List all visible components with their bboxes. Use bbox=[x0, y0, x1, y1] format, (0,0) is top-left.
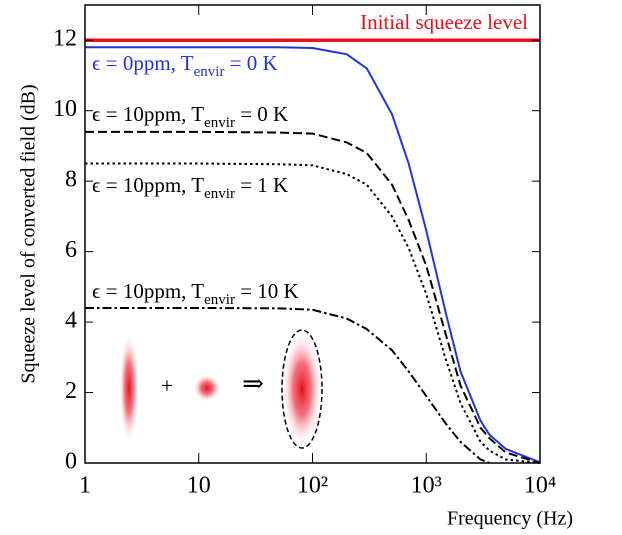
y-tick-label: 12 bbox=[53, 26, 77, 52]
annotation-part: = 10 K bbox=[235, 279, 299, 303]
annotation: Initial squeeze level bbox=[360, 10, 528, 34]
annotation: ϵ = 10ppm, Tenvir = 1 K bbox=[92, 173, 288, 203]
annotation-part: envir bbox=[194, 64, 225, 80]
x-tick-label: 10³ bbox=[411, 473, 442, 499]
annotation: ϵ = 0ppm, Tenvir = 0 K bbox=[92, 51, 278, 81]
annotation-part: envir bbox=[204, 115, 235, 131]
y-tick-label: 2 bbox=[65, 378, 77, 404]
annotation-part: envir bbox=[204, 292, 235, 308]
series-line bbox=[85, 130, 541, 464]
y-axis-label: Squeeze level of converted field (dB) bbox=[18, 84, 40, 383]
converted-state bbox=[282, 330, 322, 448]
state-outline bbox=[281, 329, 323, 449]
annotation-part: ϵ = 10ppm, T bbox=[92, 279, 204, 303]
annotation-part: envir bbox=[204, 186, 235, 202]
x-tick-label: 10⁴ bbox=[524, 473, 556, 499]
arrow-sign: ⇒ bbox=[242, 369, 264, 398]
y-tick-label: 6 bbox=[65, 237, 77, 263]
y-tick-label: 10 bbox=[53, 96, 77, 122]
annotation-part: = 0 K bbox=[224, 51, 277, 75]
annotation-part: ϵ = 10ppm, T bbox=[92, 173, 204, 197]
x-axis-label: Frequency (Hz) bbox=[447, 508, 573, 530]
squeezed-state bbox=[119, 332, 139, 444]
annotation-part: = 0 K bbox=[235, 102, 288, 126]
annotation-part: ϵ = 10ppm, T bbox=[92, 102, 204, 126]
y-tick-label: 8 bbox=[65, 167, 77, 193]
y-tick-label: 4 bbox=[65, 308, 77, 334]
inset-illustration: + ⇒ bbox=[119, 329, 323, 449]
y-tick-label: 0 bbox=[65, 449, 77, 475]
annotation: ϵ = 10ppm, Tenvir = 10 K bbox=[92, 279, 299, 309]
x-tick-label: 10² bbox=[297, 473, 328, 499]
annotation-part: ϵ = 0ppm, T bbox=[92, 51, 194, 75]
plus-sign: + bbox=[161, 373, 173, 398]
series-line bbox=[85, 46, 541, 464]
annotation-part: = 1 K bbox=[235, 173, 288, 197]
x-tick-label: 1 bbox=[79, 473, 91, 499]
series-line bbox=[85, 306, 490, 464]
vacuum-state bbox=[193, 374, 221, 402]
x-tick-label: 10 bbox=[187, 473, 211, 499]
series-line bbox=[85, 162, 541, 464]
annotation: ϵ = 10ppm, Tenvir = 0 K bbox=[92, 102, 288, 132]
